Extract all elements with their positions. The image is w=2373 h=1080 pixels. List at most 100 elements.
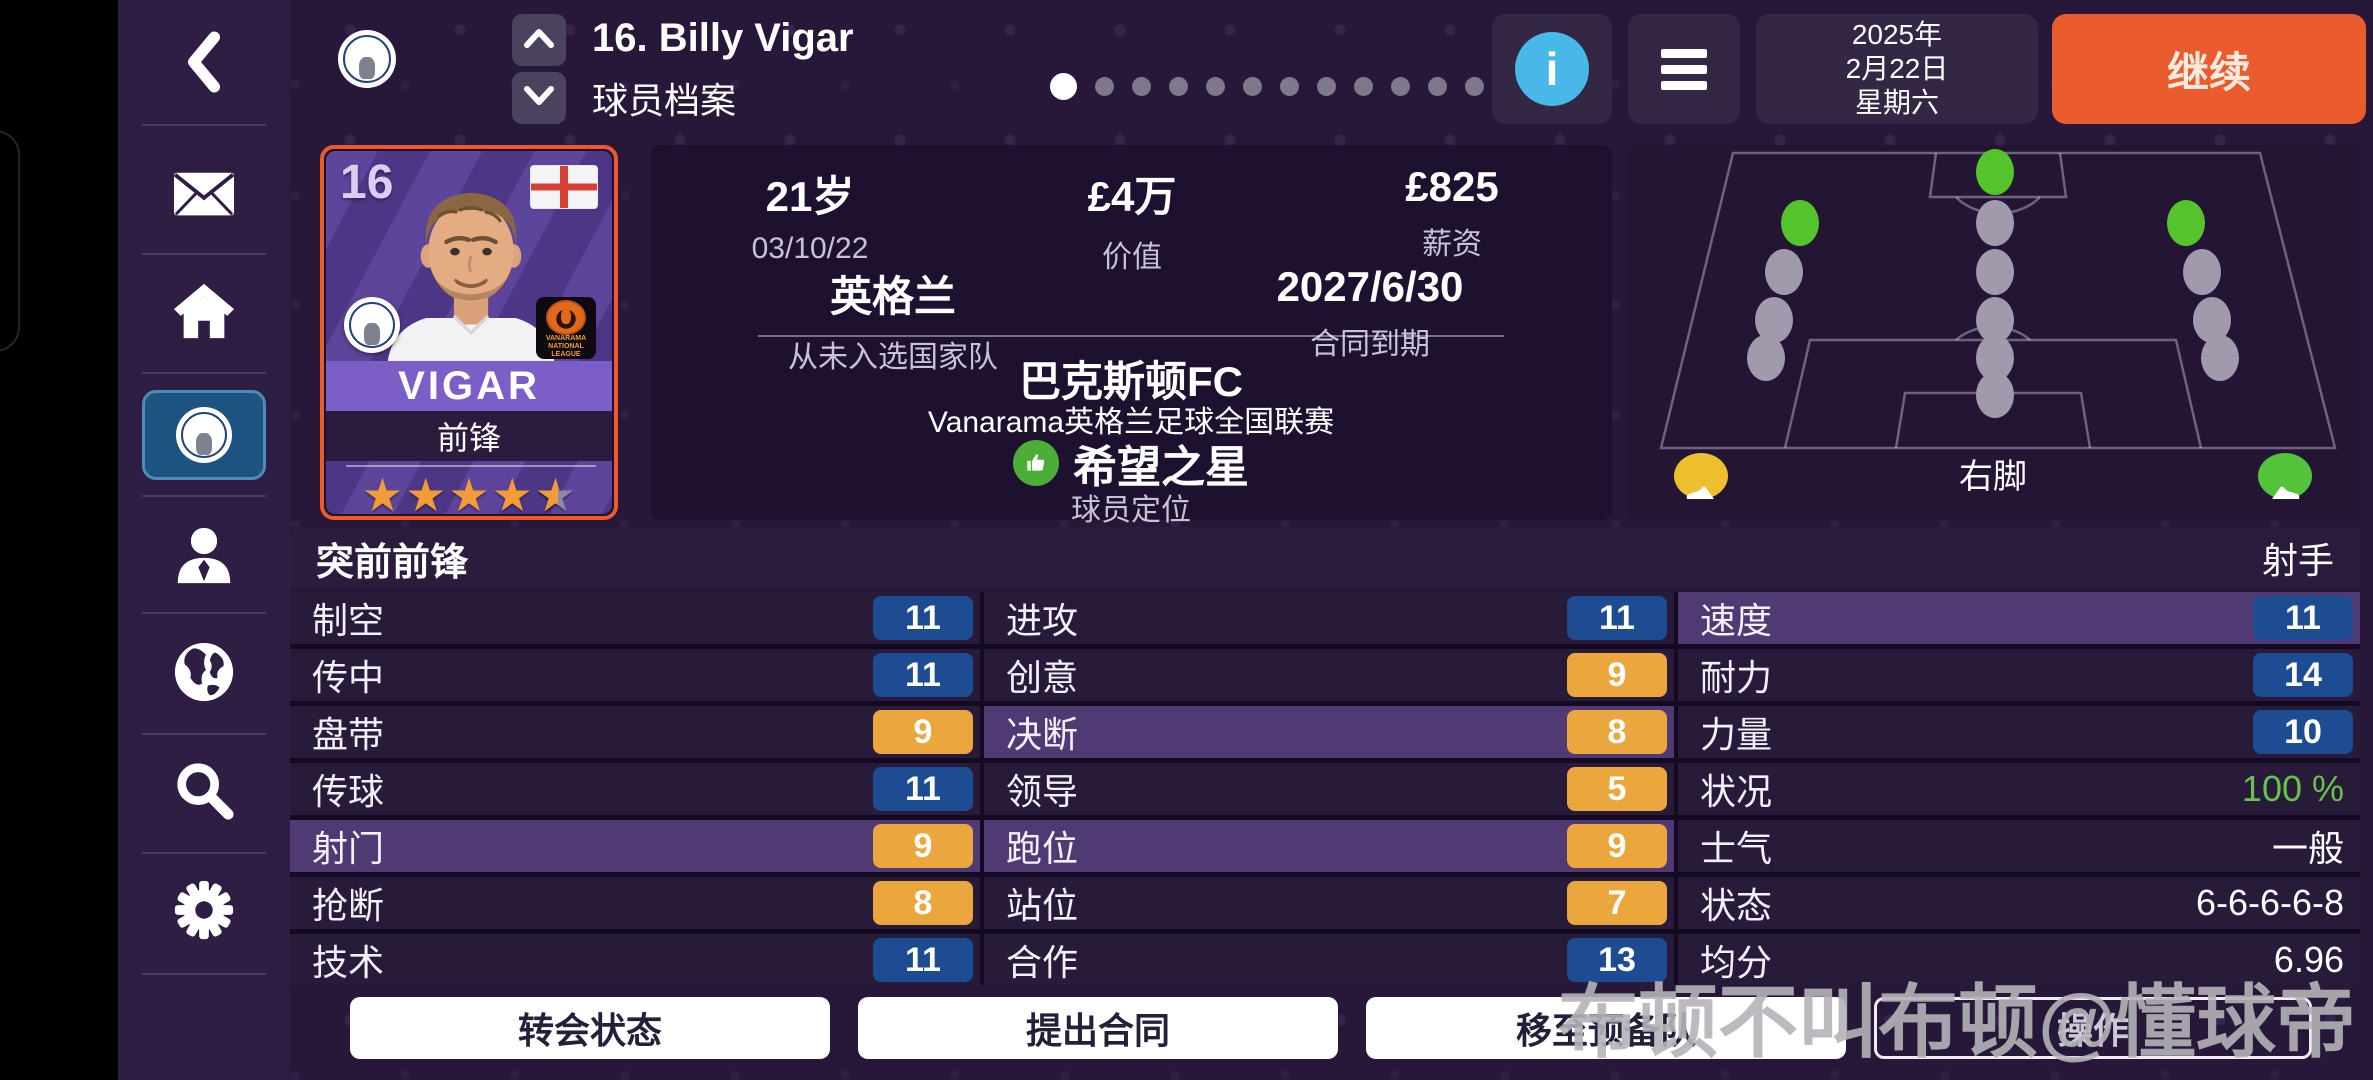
player-name: VIGAR <box>326 361 612 411</box>
contract-label: 合同到期 <box>1310 328 1430 361</box>
header-club-badge[interactable] <box>338 30 396 88</box>
league-badge-text1: VANARAMA <box>545 335 587 342</box>
chevron-up-icon <box>524 28 554 53</box>
position-dot-gray <box>1976 372 2014 418</box>
card-club-badge <box>344 297 400 353</box>
attribute-cell: 合作 13 <box>984 934 1674 986</box>
player-card: 16 VANARAMA NA <box>320 145 618 520</box>
move-to-reserves-button[interactable]: 移至预备队 <box>1366 997 1846 1059</box>
attribute-label: 耐力 <box>1700 657 1773 698</box>
sidebar-item-home[interactable] <box>118 282 290 344</box>
position-dot-gray <box>1976 249 2014 295</box>
attribute-cell: 创意 9 <box>984 649 1674 701</box>
attribute-value: 9 <box>873 710 973 754</box>
pitch-diagram: 右脚 <box>1659 149 2337 499</box>
player-rating-row: 希望之星 <box>650 431 1612 495</box>
position-dot-gray <box>1755 297 1793 343</box>
attribute-label: 站位 <box>1006 885 1079 926</box>
player-card-background: 16 VANARAMA NA <box>326 151 612 514</box>
next-player-button[interactable] <box>512 72 566 124</box>
attribute-value: 11 <box>873 767 973 811</box>
attribute-label: 速度 <box>1700 600 1773 641</box>
page-dot <box>1132 76 1151 96</box>
hamburger-icon <box>1661 48 1707 90</box>
attribute-value: 11 <box>873 653 973 697</box>
attribute-value: 5 <box>1567 767 1667 811</box>
back-button[interactable] <box>118 22 290 106</box>
sidebar-item-inbox[interactable] <box>118 166 290 226</box>
button-label: 移至预备队 <box>1515 1010 1696 1051</box>
position-dot-gray <box>1765 249 1803 295</box>
button-label: 提出合同 <box>1025 1010 1170 1051</box>
attribute-label: 合作 <box>1006 942 1079 983</box>
attribute-label: 盘带 <box>312 714 385 755</box>
club-badge-icon <box>338 30 396 88</box>
role-header: 突前前锋 射手 <box>290 527 2360 589</box>
attribute-value: 6-6-6-6-8 <box>2195 882 2344 923</box>
previous-player-button[interactable] <box>512 14 566 66</box>
attribute-label: 状态 <box>1700 885 1773 926</box>
star-icon: ★ <box>448 469 490 514</box>
attribute-label: 进攻 <box>1006 600 1079 641</box>
attribute-label: 均分 <box>1700 942 1773 983</box>
attribute-value: 8 <box>873 881 973 925</box>
attribute-cell: 速度 11 <box>1678 592 2360 644</box>
league-badge: VANARAMA NATIONAL LEAGUE <box>536 297 596 359</box>
attribute-cell: 领导 5 <box>984 763 1674 815</box>
attribute-cell: 决断 8 <box>984 706 1674 758</box>
date-line1: 2025年 <box>1851 19 1943 50</box>
menu-button[interactable] <box>1628 14 1740 124</box>
position-dot-green <box>1976 149 2014 195</box>
attribute-label: 制空 <box>312 600 385 641</box>
sidebar-item-club-active[interactable] <box>142 390 266 480</box>
date-button[interactable]: 2025年 2月22日 星期六 <box>1756 14 2038 124</box>
page-dot <box>1391 76 1410 96</box>
info-button[interactable]: i <box>1492 14 1612 124</box>
sidebar-item-settings[interactable] <box>118 880 290 944</box>
attribute-label: 射门 <box>312 828 385 869</box>
page-dot <box>1050 72 1077 100</box>
sidebar-item-world[interactable] <box>118 642 290 706</box>
sidebar-item-search[interactable] <box>118 760 290 824</box>
divider <box>142 124 266 126</box>
actions-button[interactable]: 操作 <box>1874 997 2312 1059</box>
attribute-value: 100 % <box>2241 768 2344 809</box>
position-dot-green <box>2167 200 2205 246</box>
page-dot <box>1280 76 1299 96</box>
thumb-up-icon <box>1013 440 1059 486</box>
attribute-value: 11 <box>2253 596 2353 640</box>
caps-note: 从未入选国家队 <box>788 341 998 374</box>
position-dot-gray <box>1747 335 1785 381</box>
globe-icon <box>173 641 235 708</box>
page-title: 16. Billy Vigar <box>592 16 854 60</box>
attribute-value: 13 <box>1567 938 1667 982</box>
club-badge-icon <box>344 297 400 353</box>
divider <box>142 733 266 735</box>
attribute-cell: 跑位 9 <box>984 820 1674 872</box>
page-dot <box>1206 76 1225 96</box>
position-dot-gray <box>2193 297 2231 343</box>
attribute-label: 领导 <box>1006 771 1079 812</box>
attribute-cell: 状况 100 % <box>1678 763 2360 815</box>
page-indicator-dots[interactable] <box>1050 70 1484 102</box>
attribute-cell: 站位 7 <box>984 877 1674 929</box>
star-rating: ★ ★ ★ ★ ★ ★ <box>326 467 612 514</box>
continue-button[interactable]: 继续 <box>2052 14 2366 124</box>
divider <box>142 253 266 255</box>
attribute-label: 力量 <box>1700 714 1773 755</box>
page-subtitle: 球员档案 <box>592 80 737 121</box>
sidebar-item-manager[interactable] <box>118 526 290 588</box>
page-dot <box>1428 76 1447 96</box>
role-name: 突前前锋 <box>316 541 469 584</box>
date-line2: 2月22日 <box>1845 53 1949 84</box>
attribute-cell: 抢断 8 <box>290 877 980 929</box>
attribute-label: 传球 <box>312 771 385 812</box>
divider <box>142 852 266 854</box>
transfer-status-button[interactable]: 转会状态 <box>350 997 830 1059</box>
attribute-cell: 盘带 9 <box>290 706 980 758</box>
attribute-value: 9 <box>873 824 973 868</box>
offer-contract-button[interactable]: 提出合同 <box>858 997 1338 1059</box>
divider <box>142 973 266 975</box>
page-dot <box>1095 76 1114 96</box>
